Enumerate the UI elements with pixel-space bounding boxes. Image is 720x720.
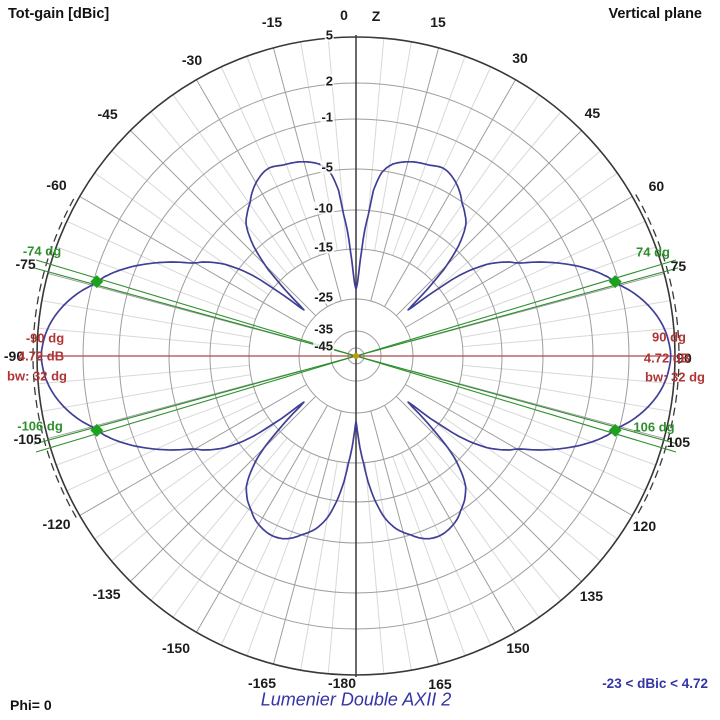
- plot-title: Tot-gain [dBic]: [8, 6, 110, 22]
- peak-gain-label-left: 4.72 dB: [17, 348, 65, 364]
- angle-label-60: 60: [648, 178, 665, 194]
- z-axis-label: Z: [371, 8, 381, 24]
- grid-minor-spokes: [38, 38, 674, 674]
- angle-label--75: -75: [15, 256, 36, 272]
- peak-gain-label-right: 4.72 dB: [643, 350, 691, 366]
- pattern-curve: [40, 160, 672, 540]
- angle-label--165: -165: [247, 675, 277, 692]
- beamwidth-lines: [33, 259, 679, 453]
- ring-label--25: -25: [313, 289, 334, 305]
- main-beam-angle-right: 90 dg: [652, 329, 686, 345]
- ring-label--10: -10: [313, 200, 334, 216]
- beamwidth-label-right: bw: 32 dg: [645, 369, 705, 385]
- beamwidth-label-left: bw: 32 dg: [7, 368, 67, 384]
- angle-label--30: -30: [181, 51, 203, 68]
- antenna-name: Lumenier Double AXII 2: [260, 689, 452, 710]
- bw-edge-label-left-upper: -74 dg: [22, 243, 62, 259]
- center-dot: [353, 353, 359, 359]
- ring-label--5: -5: [320, 159, 334, 175]
- angle-label-30: 30: [512, 49, 528, 66]
- angle-label--15: -15: [261, 13, 283, 30]
- main-beam-angle-left: -90 dg: [25, 330, 65, 346]
- angle-label--120: -120: [42, 516, 71, 532]
- angle-label--135: -135: [92, 586, 121, 603]
- angle-label-180: -180: [327, 675, 357, 691]
- bw-edge-label-left-lower: -106 dg: [17, 418, 63, 434]
- angle-label-120: 120: [632, 518, 657, 534]
- angle-label--45: -45: [97, 105, 118, 122]
- angle-label-15: 15: [430, 13, 446, 30]
- angle-label-45: 45: [584, 104, 601, 121]
- angle-label-165: 165: [428, 676, 452, 693]
- bw-edge-label-right-lower: 106 dg: [633, 419, 675, 435]
- angle-label-135: 135: [579, 588, 604, 605]
- angle-label--150: -150: [161, 640, 191, 657]
- angle-label-90: 90: [676, 350, 692, 366]
- angle-label--105: -105: [13, 430, 42, 447]
- angle-label-150: 150: [506, 640, 530, 657]
- plane-title: Vertical plane: [608, 6, 703, 22]
- ring-label-5: 5: [324, 27, 334, 43]
- ring-label--1: -1: [320, 109, 334, 125]
- ring-label--15: -15: [313, 239, 334, 255]
- angle-label-75: 75: [670, 258, 687, 274]
- angle-label-105: 105: [666, 433, 691, 450]
- phi-label: Phi= 0: [10, 697, 52, 713]
- angle-label-0: 0: [340, 7, 348, 23]
- ring-label-2: 2: [324, 73, 334, 89]
- bw-edge-label-right-upper: 74 dg: [636, 244, 670, 260]
- angle-label--60: -60: [46, 177, 67, 193]
- range-label: -23 < dBic < 4.72: [602, 676, 708, 691]
- ring-label--45: -45: [313, 338, 334, 354]
- ring-label--35: -35: [313, 321, 334, 337]
- angle-label--90: -90: [3, 348, 25, 364]
- outer-dashed-arcs: [32, 194, 680, 518]
